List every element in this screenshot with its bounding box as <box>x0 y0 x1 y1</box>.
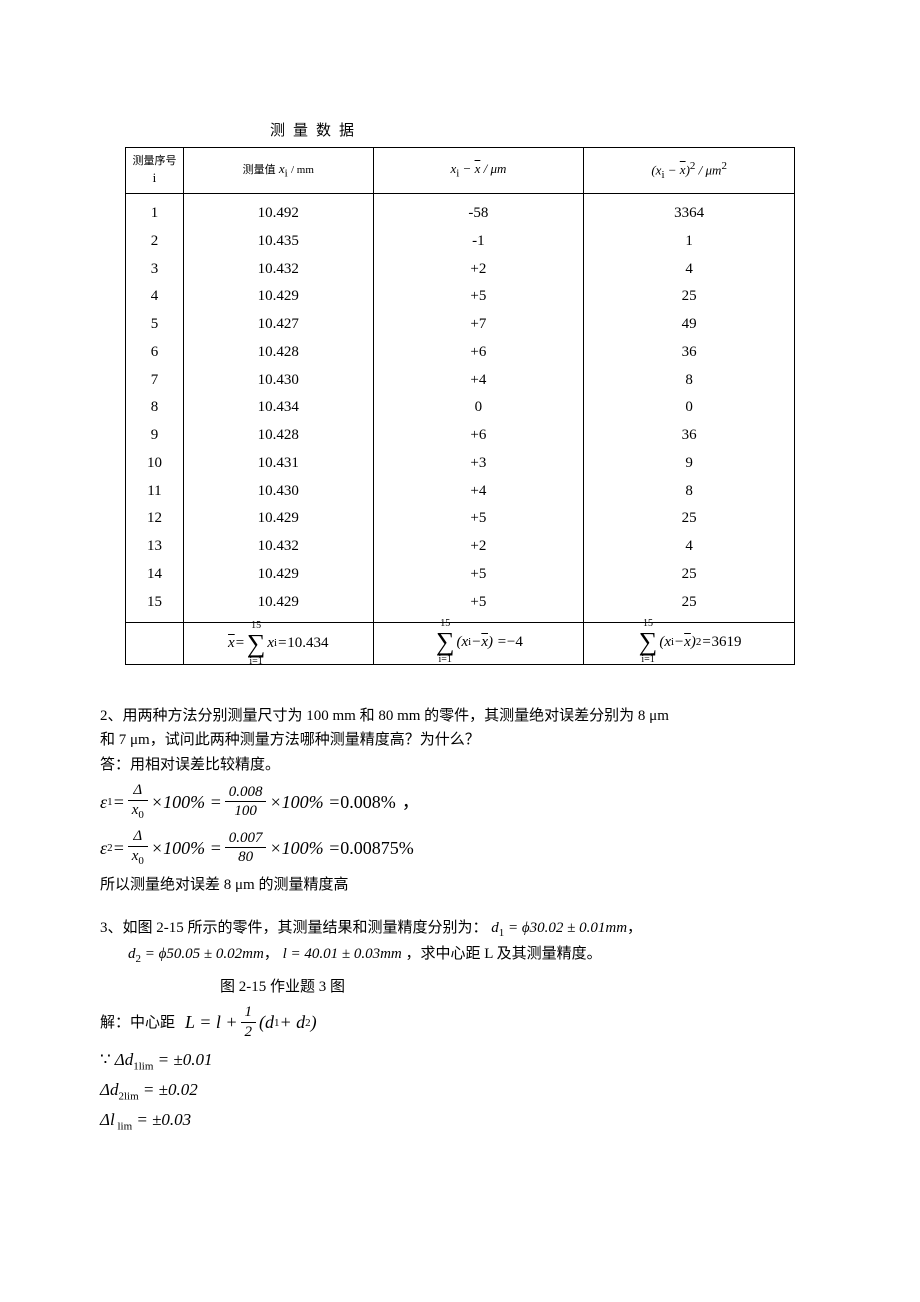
header-deviation: xi − x / μm <box>373 147 584 194</box>
p2-question-line2: 和 7 μm，试问此两种测量方法哪种测量精度高？为什么？ <box>100 729 820 752</box>
p2-epsilon1-formula: ε1 = Δx0 ×100% = 0.008100 ×100% = 0.008%… <box>100 782 820 822</box>
header-index: 测量序号 i <box>126 147 184 194</box>
p2-question-line1: 2、用两种方法分别测量尺寸为 100 mm 和 80 mm 的零件，其测量绝对误… <box>100 705 820 728</box>
header-value: 测量值 xi / mm <box>183 147 373 194</box>
table-title: 测量数据 <box>270 120 820 143</box>
p3-question-line1: 3、如图 2-15 所示的零件，其测量结果和测量精度分别为： d1 = ϕ30.… <box>100 917 820 942</box>
p3-figure-caption: 图 2-15 作业题 3 图 <box>220 976 820 999</box>
problem-3: 3、如图 2-15 所示的零件，其测量结果和测量精度分别为： d1 = ϕ30.… <box>100 917 820 1135</box>
p3-delta-l: Δl lim = ±0.03 <box>100 1107 820 1135</box>
p3-delta-d1: ∵ Δd1lim = ±0.01 <box>100 1047 820 1075</box>
cell-val-list: 10.49210.43510.432 10.42910.42710.428 10… <box>183 194 373 623</box>
p3-question-line2: d2 = ϕ50.05 ± 0.02mm， l = 40.01 ± 0.03mm… <box>128 943 820 968</box>
table-summary-row: x = ∑15i=1 xi = 10.434 ∑15i=1 (xi − x) =… <box>126 623 795 665</box>
summary-sumsq: ∑15i=1 (xi − x)2 = 3619 <box>584 623 795 665</box>
summary-mean: x = ∑15i=1 xi = 10.434 <box>183 623 373 665</box>
table-row: 123 456 789 101112 131415 10.49210.43510… <box>126 194 795 623</box>
p3-delta-d2: Δd2lim = ±0.02 <box>100 1077 820 1105</box>
measurement-table: 测量序号 i 测量值 xi / mm xi − x / μm (xi − x)2… <box>125 147 795 665</box>
p2-epsilon2-formula: ε2 = Δx0 ×100% = 0.00780 ×100% = 0.00875… <box>100 828 820 868</box>
p3-L-formula: 解：中心距 L = l + 12 (d1 + d2) <box>100 1004 820 1041</box>
header-square: (xi − x)2 / μm2 <box>584 147 795 194</box>
cell-dev-list: -58-1+2 +5+7+6 +40+6 +3+4+5 +2+5+5 <box>373 194 584 623</box>
problem-2: 2、用两种方法分别测量尺寸为 100 mm 和 80 mm 的零件，其测量绝对误… <box>100 705 820 897</box>
cell-sq-list: 336414 254936 8036 9825 42525 <box>584 194 795 623</box>
summary-sumdev: ∑15i=1 (xi − x) = −4 <box>373 623 584 665</box>
p2-conclusion: 所以测量绝对误差 8 μm 的测量精度高 <box>100 874 820 897</box>
p2-answer-intro: 答：用相对误差比较精度。 <box>100 754 820 777</box>
cell-idx-list: 123 456 789 101112 131415 <box>126 194 184 623</box>
